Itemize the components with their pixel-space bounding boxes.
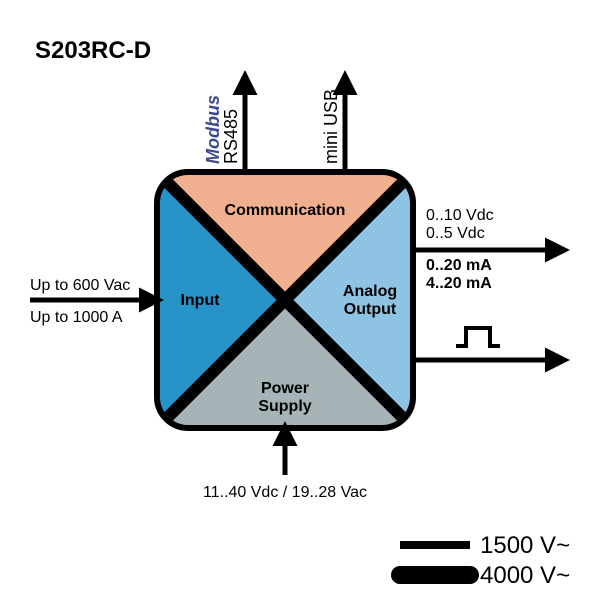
- label-input: Input: [180, 292, 220, 309]
- label-out-3: 0..20 mA: [426, 257, 492, 274]
- legend-thin-label: 1500 V~: [480, 532, 570, 559]
- label-input-vac: Up to 600 Vac: [30, 277, 130, 294]
- label-analog-1: Analog: [343, 283, 397, 300]
- label-out-4: 4..20 mA: [426, 275, 492, 292]
- label-power-1: Power: [261, 380, 309, 397]
- product-title: S203RC-D: [35, 37, 151, 64]
- label-power-supply: 11..40 Vdc / 19..28 Vac: [203, 484, 367, 501]
- label-power-2: Supply: [258, 398, 311, 415]
- pulse-icon: [456, 328, 500, 346]
- label-input-a: Up to 1000 A: [30, 309, 123, 326]
- legend-thick-label: 4000 V~: [480, 562, 570, 589]
- label-out-1: 0..10 Vdc: [426, 207, 494, 224]
- label-analog-2: Output: [344, 301, 397, 318]
- label-out-2: 0..5 Vdc: [426, 225, 485, 242]
- label-modbus: Modbus: [203, 95, 223, 164]
- label-mini-usb: mini USB: [321, 89, 341, 164]
- label-communication: Communication: [225, 202, 346, 219]
- label-rs485: RS485: [221, 109, 241, 164]
